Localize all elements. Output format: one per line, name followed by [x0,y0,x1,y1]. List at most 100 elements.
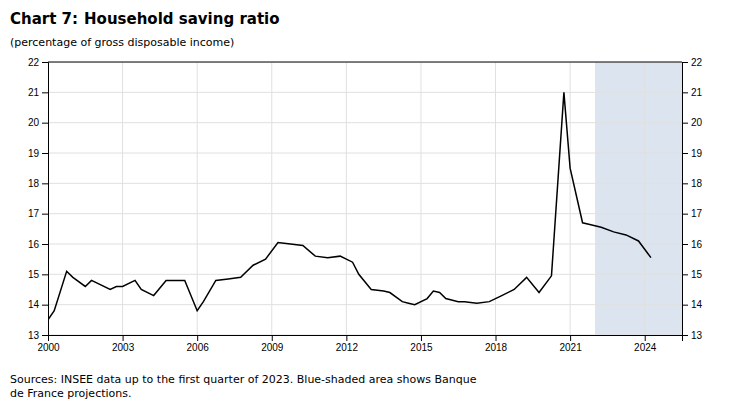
y-left-tick-mark [42,183,48,184]
y-left-tick-mark [42,214,48,215]
grid-line-y [48,92,682,93]
x-tick-mark [272,335,273,341]
x-axis-line [49,336,683,342]
y-left-tick-label: 21 [28,87,40,98]
y-right-tick: 21 [682,87,703,98]
y-right-tick: 16 [682,239,703,250]
x-tick-label: 2006 [187,342,210,353]
y-left-axis-line [42,63,49,336]
x-tick: 2024 [634,335,657,353]
y-right-tick-label: 16 [691,239,703,250]
y-right-tick: 22 [682,57,703,68]
y-left-tick: 18 [28,178,48,189]
grid-line-y [48,153,682,154]
y-left-tick-mark [42,153,48,154]
y-left-tick-label: 15 [28,269,40,280]
y-left-tick: 21 [28,87,48,98]
y-right-tick: 17 [682,208,703,219]
x-tick-label: 2000 [37,342,60,353]
y-left-tick-label: 17 [28,208,40,219]
y-right-tick: 13 [682,330,703,341]
y-left-tick: 20 [28,117,48,128]
grid-line-y [48,183,682,184]
x-tick: 2015 [410,335,433,353]
x-tick-label: 2012 [336,342,359,353]
x-tick: 2009 [261,335,284,353]
data-line [48,92,651,320]
y-left-tick: 19 [28,148,48,159]
y-left-tick: 17 [28,208,48,219]
grid-line-y [48,244,682,245]
x-tick-mark [346,335,347,341]
y-left-tick: 16 [28,239,48,250]
y-right-tick-label: 19 [691,148,703,159]
frame-top [48,62,682,63]
x-tick: 2000 [37,335,60,353]
y-right-axis: 13 14 15 16 17 18 19 20 21 22 [682,57,703,341]
grid-line-y [48,122,682,123]
x-tick-label: 2015 [410,342,433,353]
grid-line-y [48,274,682,275]
title-group: Chart 7: Household saving ratio [10,10,280,28]
y-right-tick-label: 15 [691,269,703,280]
grid-line-x [122,62,123,335]
y-right-tick-mark [682,92,688,93]
grid-line-x [644,62,645,335]
x-tick-mark [645,335,646,341]
title-text: Household saving ratio [84,10,279,28]
x-tick-label: 2018 [485,342,508,353]
y-left-tick: 14 [28,299,48,310]
grid-line-y [48,335,682,336]
y-left-tick-mark [42,335,48,336]
grid-line-x [197,62,198,335]
y-right-tick-label: 18 [691,178,703,189]
grid-line-y [48,304,682,305]
y-left-tick-label: 20 [28,117,40,128]
y-left-tick-mark [42,92,48,93]
title-label: Chart 7: [10,10,78,28]
y-left-tick-label: 16 [28,239,40,250]
source-line: Sources: INSEE data up to the first quar… [10,373,477,386]
y-right-tick-mark [682,305,688,306]
y-left-tick-mark [42,123,48,124]
y-left-axis: 13 14 15 16 17 18 19 20 21 22 [28,57,49,341]
y-left-tick-mark [42,244,48,245]
x-tick-mark [496,335,497,341]
x-tick-label: 2021 [559,342,582,353]
y-right-tick-label: 22 [691,57,703,68]
grid-line-x [346,62,347,335]
plot-area: 2000200320062009201220152018202120241314… [28,57,703,353]
y-right-tick-mark [682,244,688,245]
marks [48,62,682,335]
y-left-tick-mark [42,62,48,63]
y-right-tick-mark [682,335,688,336]
y-right-tick: 14 [682,299,703,310]
y-right-tick: 15 [682,269,703,280]
grid-line-y [48,213,682,214]
y-right-tick-label: 20 [691,117,703,128]
x-tick-label: 2024 [634,342,657,353]
grid-line-x [420,62,421,335]
x-tick-label: 2003 [112,342,135,353]
y-right-tick-mark [682,274,688,275]
x-tick: 2021 [559,335,582,353]
y-left-tick-label: 18 [28,178,40,189]
source: Sources: INSEE data up to the first quar… [10,373,477,400]
y-right-tick: 18 [682,178,703,189]
x-tick-mark [197,335,198,341]
y-left-tick-mark [42,274,48,275]
y-right-tick-mark [682,214,688,215]
grid-line-x [495,62,496,335]
y-right-tick-label: 14 [691,299,703,310]
y-left-tick: 22 [28,57,48,68]
shaded-span [595,62,682,335]
grid-line-x [271,62,272,335]
y-right-tick-label: 13 [691,330,703,341]
x-tick: 2018 [485,335,508,353]
y-right-tick-mark [682,123,688,124]
y-left-tick-label: 22 [28,57,40,68]
y-left-tick-label: 13 [28,330,40,341]
x-tick-label: 2009 [261,342,284,353]
y-right-tick-label: 17 [691,208,703,219]
x-tick: 2003 [112,335,135,353]
